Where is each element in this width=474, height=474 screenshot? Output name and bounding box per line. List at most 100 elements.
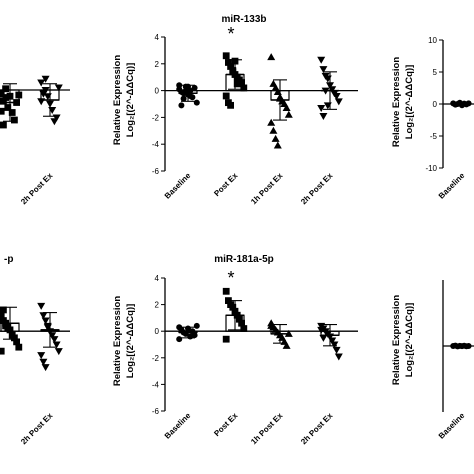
data-point — [273, 141, 282, 149]
data-point — [317, 56, 326, 64]
data-point — [178, 326, 185, 333]
data-point — [227, 63, 234, 70]
data-point — [180, 95, 187, 102]
data-point — [222, 335, 230, 343]
category-label: 2h Post Ex — [299, 171, 335, 207]
data-point — [282, 104, 291, 112]
data-point — [2, 85, 9, 93]
data-point — [326, 333, 334, 341]
category-label: Post Ex — [212, 171, 240, 199]
y-tick-label: -6 — [152, 407, 160, 416]
data-point — [6, 92, 14, 100]
data-point — [323, 102, 332, 110]
y-tick-label: -5 — [430, 132, 438, 141]
data-point — [50, 336, 59, 344]
data-point — [8, 109, 16, 116]
data-point — [267, 53, 276, 61]
ylabel-line1: Relative Expression — [391, 57, 402, 147]
data-point — [0, 306, 7, 314]
data-point — [465, 343, 472, 349]
data-point — [238, 319, 245, 327]
data-point — [176, 336, 183, 343]
ylabel-top-right: Relative Expression Log₂[(2^-ΔΔCq)] — [391, 57, 415, 147]
data-point — [233, 80, 241, 88]
y-tick-label: -4 — [152, 140, 160, 149]
data-point — [43, 324, 52, 332]
data-point — [236, 315, 243, 323]
category-label: Baseline — [163, 411, 193, 441]
data-point — [222, 92, 230, 100]
data-point — [267, 321, 276, 329]
data-point — [465, 100, 472, 107]
data-point — [332, 346, 341, 354]
data-point — [37, 79, 46, 87]
data-point — [37, 98, 46, 106]
data-point — [52, 114, 61, 122]
data-point — [323, 75, 332, 83]
category-label: 2h Post Ex — [19, 171, 55, 207]
category-label: Baseline — [437, 171, 467, 201]
data-point — [13, 338, 20, 346]
data-point — [321, 87, 330, 95]
ylabel-bottom-right: Relative Expression Log₂[(2^-ΔΔCq)] — [391, 295, 415, 385]
data-point — [284, 110, 293, 118]
data-point — [0, 311, 5, 319]
data-point — [0, 347, 5, 355]
category-label: Baseline — [163, 171, 193, 201]
data-point — [41, 87, 50, 94]
data-point — [15, 343, 23, 351]
data-point — [48, 107, 57, 114]
ylabel-line2: Log₂[(2^-ΔΔCq)] — [125, 63, 136, 138]
data-point — [37, 352, 46, 360]
data-point — [231, 57, 239, 65]
data-point — [39, 358, 48, 366]
data-point — [0, 90, 5, 98]
data-point — [240, 84, 248, 92]
y-tick-label: 0 — [155, 87, 160, 96]
ylabel-line1: Relative Expression — [391, 295, 402, 385]
data-point — [187, 92, 194, 99]
data-point — [193, 99, 200, 106]
y-tick-label: 4 — [155, 33, 160, 42]
data-point — [185, 325, 191, 332]
data-point — [276, 94, 284, 102]
category-label: 2h Post Ex — [19, 411, 55, 447]
ylabel-mir-133b: Relative Expression Log₂[(2^-ΔΔCq)] — [112, 55, 136, 145]
data-point — [15, 91, 23, 99]
data-point — [284, 329, 293, 337]
data-point — [328, 86, 337, 94]
data-point — [52, 341, 61, 349]
y-tick-label: 0 — [155, 327, 160, 336]
data-point — [193, 322, 200, 329]
data-point — [269, 126, 278, 134]
panel-bottom-right-partial: Baseline — [437, 280, 474, 441]
data-point — [271, 134, 280, 142]
y-tick-label: -4 — [152, 380, 160, 389]
data-point — [326, 82, 334, 90]
data-point — [43, 93, 52, 101]
data-point — [11, 116, 18, 124]
data-point — [229, 68, 237, 76]
data-point — [48, 332, 57, 340]
data-point — [39, 312, 48, 320]
y-tick-label: 2 — [155, 301, 160, 310]
data-point — [233, 311, 241, 319]
data-point — [54, 84, 63, 92]
category-label: Post Ex — [212, 411, 240, 439]
ylabel-line2: Log₂[(2^-ΔΔCq)] — [404, 303, 415, 378]
data-point — [317, 326, 326, 334]
panel-top-left-partial: 2h Post Ex — [0, 75, 70, 207]
y-tick-label: 10 — [428, 36, 437, 45]
data-point — [332, 92, 341, 100]
data-point — [328, 337, 337, 345]
significance-star: * — [227, 24, 234, 44]
y-tick-label: -10 — [425, 164, 437, 173]
data-point — [334, 353, 343, 361]
y-tick-label: 5 — [433, 68, 438, 77]
significance-star: * — [227, 268, 234, 288]
data-point — [222, 52, 230, 60]
data-point — [330, 341, 339, 349]
